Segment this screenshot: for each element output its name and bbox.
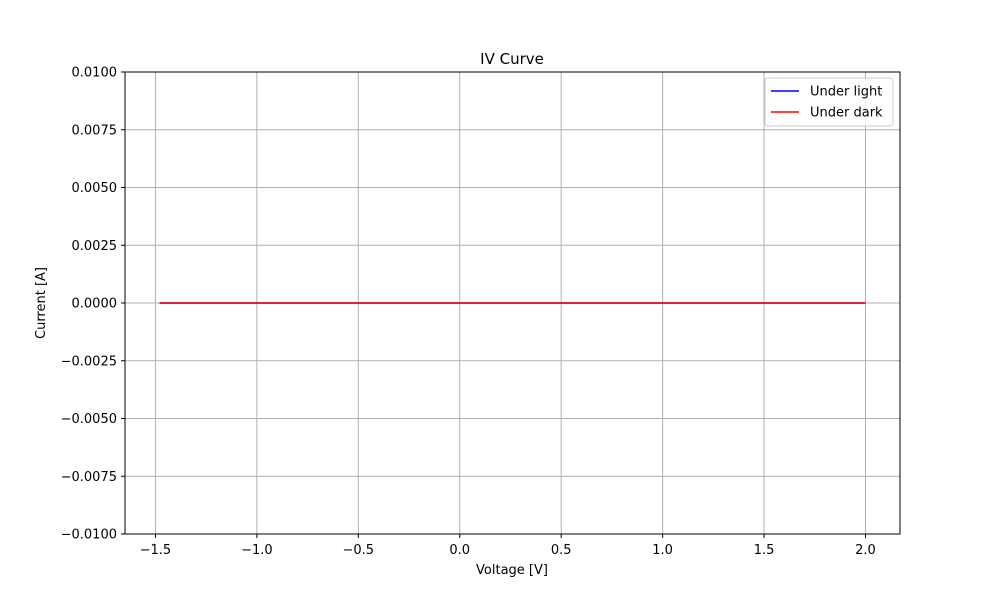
x-tick-label: −1.5 (140, 543, 172, 558)
x-tick-label: 1.0 (652, 543, 673, 558)
y-tick-label: −0.0050 (61, 412, 117, 427)
y-axis-label: Current [A] (34, 267, 49, 339)
legend-label-under-light: Under light (810, 85, 882, 100)
y-tick-label: 0.0050 (72, 181, 118, 196)
y-tick-label: −0.0075 (61, 470, 117, 485)
x-tick-label: −1.0 (241, 543, 273, 558)
legend-label-under-dark: Under dark (810, 106, 883, 121)
y-tick-label: 0.0025 (72, 239, 118, 254)
y-axis-ticks: 0.0100 0.0075 0.0050 0.0025 0.0000 −0.0025 −0.… (61, 66, 125, 543)
chart-title: IV Curve (480, 50, 544, 68)
y-tick-label: 0.0000 (72, 297, 118, 312)
x-axis-label: Voltage [V] (476, 563, 548, 578)
y-tick-label: −0.0100 (61, 528, 117, 543)
x-tick-label: 0.0 (449, 543, 470, 558)
legend: Under light Under dark (764, 77, 894, 127)
x-tick-label: −0.5 (343, 543, 375, 558)
x-tick-label: 0.5 (551, 543, 572, 558)
x-tick-label: 2.0 (855, 543, 876, 558)
y-tick-label: −0.0025 (61, 354, 117, 369)
legend-box (764, 77, 894, 127)
x-axis-ticks: −1.5 −1.0 −0.5 0.0 0.5 1.0 1.5 2.0 (140, 534, 876, 558)
x-tick-label: 1.5 (754, 543, 775, 558)
y-tick-label: 0.0100 (72, 66, 118, 81)
y-tick-label: 0.0075 (72, 123, 118, 138)
